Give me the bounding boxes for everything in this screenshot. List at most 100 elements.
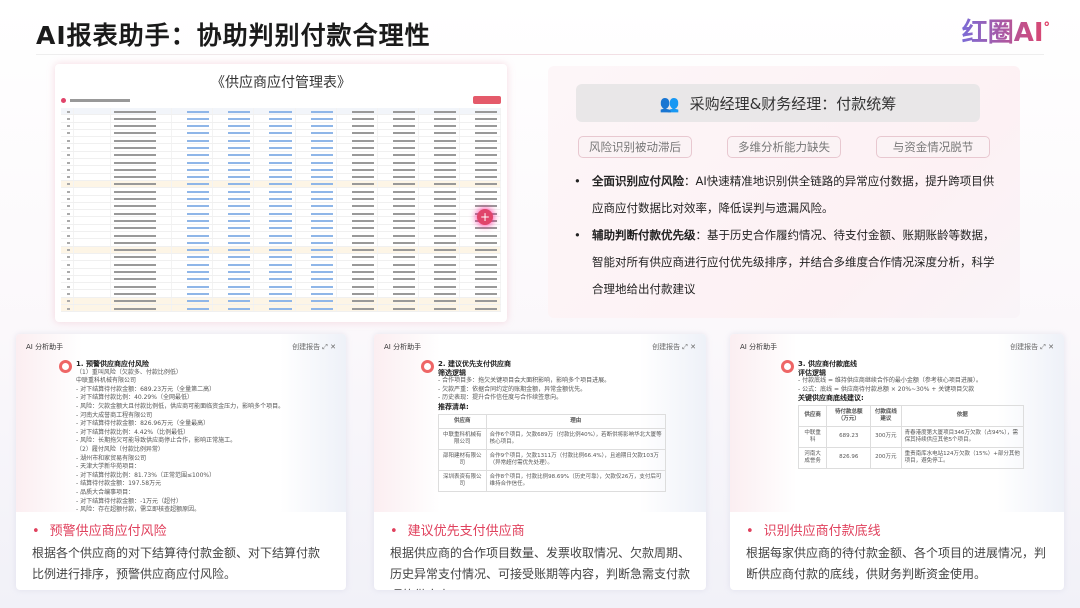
pain-tags: 风险识别被动滞后 多维分析能力缺失 与资金情况脱节	[578, 136, 990, 158]
app-title: AI 分析助手	[740, 343, 778, 351]
logo: 红圈AI°	[962, 12, 1051, 49]
sheet-row	[61, 144, 501, 152]
table-header: 供应商	[438, 413, 487, 429]
response-lines: （1）重叫风险（欠款多、付款比例低） 中联重科机械有限公司 - 对下结算待付款金额：…	[76, 369, 306, 515]
table-cell: 689.23	[826, 425, 872, 448]
response-heading: 1. 预警供应商应付风险	[76, 360, 149, 368]
sheet-row	[61, 108, 501, 116]
sheet-row	[61, 188, 501, 196]
app-title: AI 分析助手	[384, 343, 422, 351]
divider	[36, 54, 1044, 55]
sheet-row	[61, 159, 501, 167]
sheet-row	[61, 115, 501, 123]
sheet-row	[61, 268, 501, 276]
response-line: - 付款底线 = 维持供应商继续合作的最小金额（参考核心项目进展）。	[798, 377, 982, 385]
bullet: 辅助判断付款优先级：基于历史合作履约情况、待支付金额、账期账龄等数据，智能对所有…	[570, 222, 998, 303]
card-label: 预警供应商应付风险	[32, 520, 330, 539]
sheet-row	[61, 261, 501, 269]
response-line: （1）重叫风险（欠款多、付款比例低）	[76, 368, 182, 376]
sheet-row	[61, 137, 501, 145]
ai-avatar-icon	[781, 360, 794, 373]
sheet-row	[61, 195, 501, 203]
sheet-row	[61, 239, 501, 247]
sheet-row	[61, 224, 501, 233]
response-line: - 天津大学新华苑项目：	[76, 463, 141, 471]
sheet-grid	[61, 108, 501, 316]
response-line: （2）履付风险（付款比例异常）	[76, 445, 164, 453]
users-icon: 👥	[659, 93, 680, 113]
card-payment-baseline: AI 分析助手 创建报告 ⤢ ✕ 3. 供应商付款底线 评估逻辑 - 付款底线 = 维…	[730, 334, 1064, 590]
response-line: - 对下结算待付款金额：826.96万元（全量最高）	[76, 420, 210, 428]
sheet-row	[61, 246, 501, 254]
card-desc: 根据各个供应商的对下结算待付款金额、对下结算付款比例进行排序，预警供应商应付风险…	[32, 546, 321, 581]
response-line: - 风险：欠款金额大且付款比例低，供应商可能面临资金压力，影响多个项目。	[76, 402, 285, 410]
response-line: - 结算待付款金额：197.58万元	[76, 480, 162, 488]
table-cell: 826.96	[826, 446, 872, 469]
table-cell: 300万元	[870, 425, 902, 448]
response-line: - 公式：底线 = 供应商待付款总额 × 20%~30% + 关键项目欠款	[798, 385, 975, 393]
response-line: - 对下结算待付款金额：689.23万元（全量第二高）	[76, 385, 216, 393]
table-header: 依据	[900, 404, 1025, 427]
table-cell: 重责南库水电站124万欠款（15%）+部分其他项目，避免停工。	[900, 446, 1025, 469]
table-cell: 合作6个项目，欠款689万（付款比例40%），若断供将影响华北大厦等核心项目。	[485, 427, 667, 450]
recommend-table: 供应商 理由 中联重科机械有限公司 合作6个项目，欠款689万（付款比例40%），若断…	[438, 413, 667, 492]
export-button[interactable]	[473, 96, 501, 104]
plus-icon[interactable]: +	[477, 209, 493, 225]
sheet-row	[61, 283, 501, 291]
card-label: 识别供应商付款底线	[746, 520, 1048, 539]
window-actions[interactable]: 创建报告 ⤢ ✕	[1010, 343, 1054, 351]
sheet-row	[61, 151, 501, 160]
table-row: 深圳表资有限公司 合作8个项目，付款比例98.69%（历史可靠），欠款仅26万，支…	[438, 469, 667, 492]
table-cell: 200万元	[870, 446, 902, 469]
table-cell: 合作9个项目，欠款1311万（付款比例66.4%），且逾期日欠款103万（异常超…	[485, 448, 667, 471]
sheet-title: 《供应商应付管理表》	[211, 75, 351, 91]
table-row: 中联重科 689.23 300万元 青春港度第大厦项目346万欠款（占94%），需保其…	[797, 425, 1025, 448]
response-line: - 对下结算待付款金额：-1万元（超付）	[76, 497, 183, 505]
table-row: 邵阳建材有限公司 合作9个项目，欠款1311万（付款比例66.4%），且逾期日欠款…	[438, 448, 667, 471]
response-line: - 合作项目多：拖欠关键项目会大面积影响，影响多个项目进展。	[438, 377, 611, 385]
table-row: 河南大成誉务 826.96 200万元 重责南库水电站124万欠款（15%）+部分其他…	[797, 446, 1025, 469]
table-row: 中联重科机械有限公司 合作6个项目，欠款689万（付款比例40%），若断供将影响华…	[438, 427, 667, 450]
card-desc: 根据供应商的合作项目数量、发票收取情况、欠款周期、历史异常支付情况、可接受账期等…	[390, 546, 691, 590]
sheet-row	[61, 290, 501, 298]
sheet-row	[61, 180, 501, 189]
response-line: - 品质大合编事项目：	[76, 488, 135, 496]
table-cell: 河南大成誉务	[797, 446, 828, 469]
sheet-row	[61, 305, 501, 313]
spreadsheet-screenshot: 《供应商应付管理表》 +	[55, 64, 507, 322]
sheet-row	[61, 253, 501, 262]
role-panel: 👥 采购经理&财务经理：付款统筹 风险识别被动滞后 多维分析能力缺失 与资金情况脱…	[548, 66, 1020, 318]
table-cell: 青春港度第大厦项目346万欠款（占94%），需保其持续供应其他5个项目。	[900, 425, 1025, 448]
sheet-row	[61, 202, 501, 211]
table-header: 付款底线建议	[870, 404, 902, 427]
response-line: - 对下结算付款比例：4.42%（比例最低）	[76, 428, 190, 436]
app-title: AI 分析助手	[26, 343, 64, 351]
response-line: - 欠款严重：依据合同约定的账期金额，异常金额优先。	[438, 385, 587, 393]
ai-avatar-icon	[59, 360, 72, 373]
sheet-row	[61, 217, 501, 225]
sheet-row	[61, 122, 501, 130]
window-actions[interactable]: 创建报告 ⤢ ✕	[292, 343, 336, 351]
table-header: 供应商	[797, 404, 828, 427]
window-actions[interactable]: 创建报告 ⤢ ✕	[652, 343, 696, 351]
response-line: - 河南大成誉商工程有限公司	[76, 411, 153, 419]
tag: 多维分析能力缺失	[727, 136, 841, 158]
response-line: - 风险：存在超额付款，需立即核查超额原因。	[76, 506, 201, 514]
sheet-row	[61, 166, 501, 174]
card-risk-warning: AI 分析助手 创建报告 ⤢ ✕ 1. 预警供应商应付风险 （1）重叫风险（欠款多、…	[16, 334, 346, 590]
table-header: 待付款总额（万元）	[826, 404, 872, 427]
sheet-row	[61, 297, 501, 306]
table-header: 理由	[485, 413, 667, 429]
table-cell: 邵阳建材有限公司	[438, 448, 487, 471]
table-cell: 合作8个项目，付款比例98.69%（历史可靠），欠款仅26万，支付后可维持合作信…	[485, 469, 667, 492]
response-line: - 风险：长期拖欠可能导致供应商停止合作，影响正常施工。	[76, 437, 237, 445]
feature-bullets: 全面识别应付风险：AI快速精准地识别供全链路的异常应付数据，提升跨项目供应商应付…	[570, 168, 998, 303]
table-cell: 中联重科	[797, 425, 828, 448]
sheet-row	[61, 129, 501, 138]
bullet: 全面识别应付风险：AI快速精准地识别供全链路的异常应付数据，提升跨项目供应商应付…	[570, 168, 998, 222]
sheet-row	[61, 210, 501, 218]
page-title: AI报表助手：协助判别付款合理性	[36, 21, 431, 50]
response-line: - 对下结算付款比例：81.73%（正常范围≤100%）	[76, 471, 216, 479]
baseline-table: 供应商 待付款总额（万元） 付款底线建议 依据 中联重科 689.23 300万元 青春港度第…	[797, 404, 1025, 469]
card-priority-pay: AI 分析助手 创建报告 ⤢ ✕ 2. 建议优先支付供应商 筛选逻辑 - 合作项目多：…	[374, 334, 706, 590]
